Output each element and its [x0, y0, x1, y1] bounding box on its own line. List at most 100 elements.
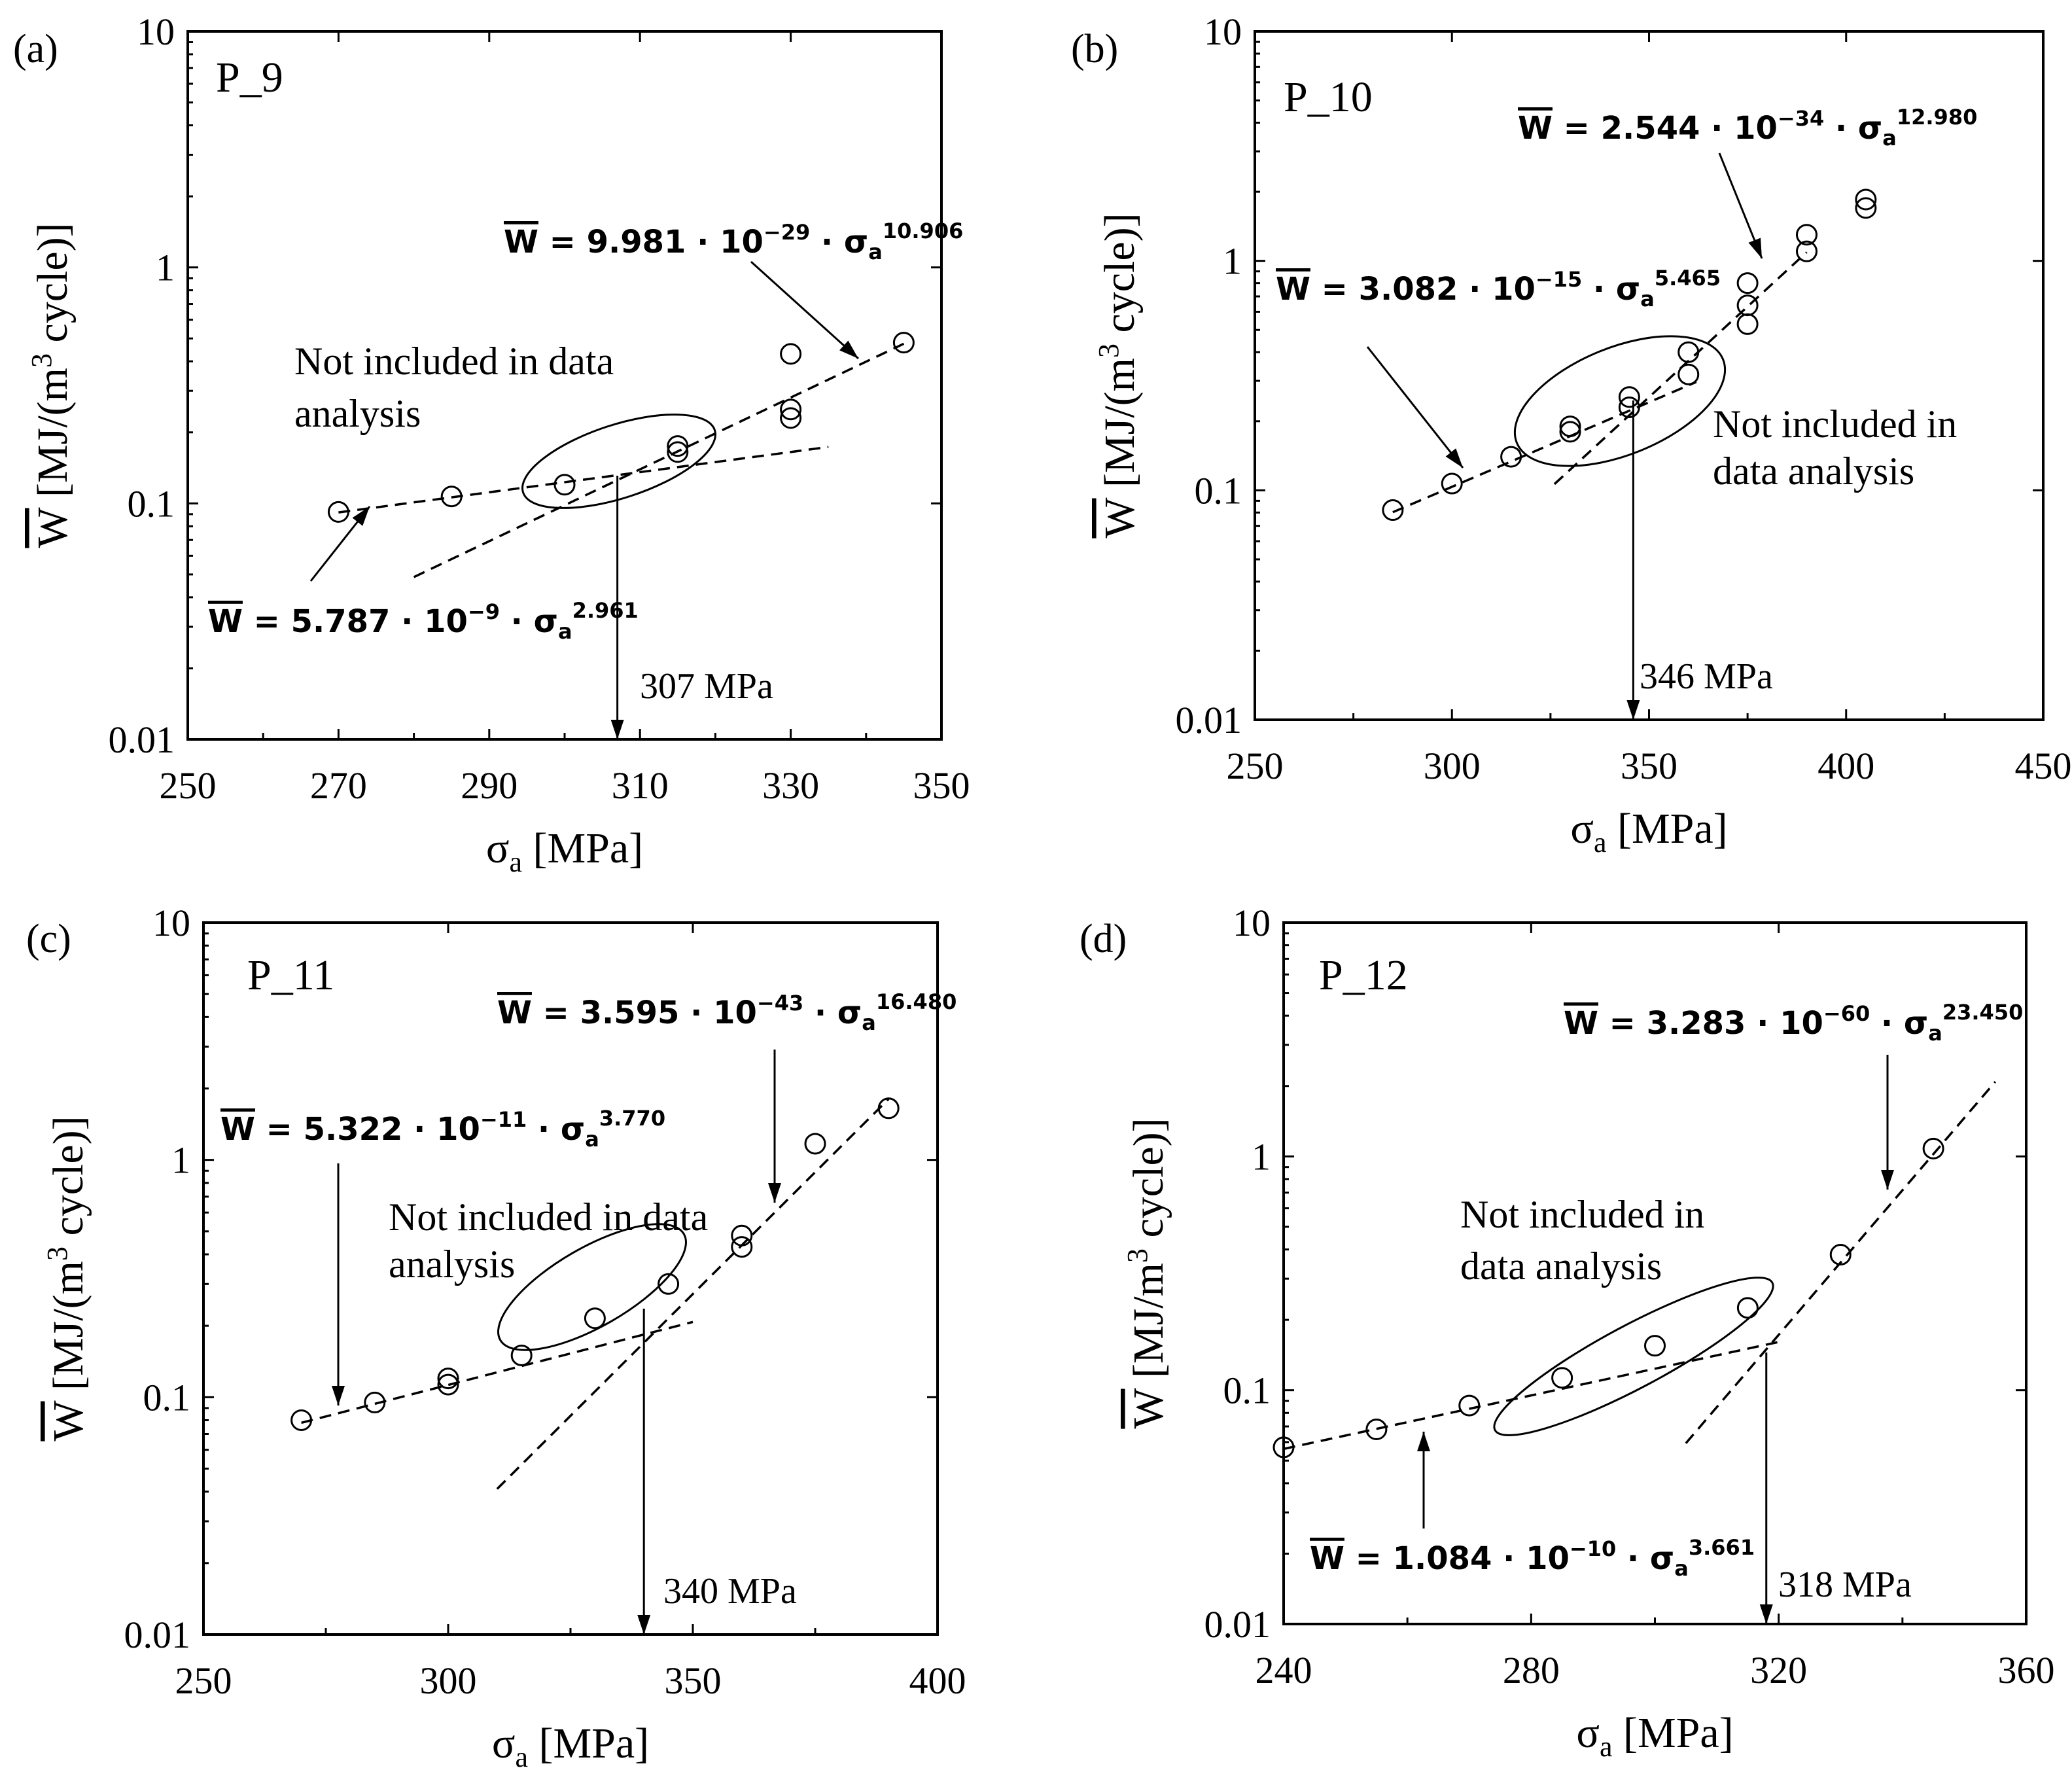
x-axis-unit: [MPa] — [528, 1720, 649, 1767]
excluded-note: analysis — [389, 1243, 515, 1286]
x-tick-label: 350 — [913, 764, 970, 807]
data-point — [440, 486, 463, 508]
y-axis-symbol: W — [44, 1400, 92, 1441]
data-point — [437, 1368, 459, 1390]
y-axis-unit-start: [MJ/m — [1125, 1263, 1172, 1389]
equation-pointer-arrow — [309, 506, 371, 582]
y-axis-unit-start: [MJ/(m — [44, 1261, 92, 1402]
data-point — [1458, 1394, 1481, 1417]
equation-exponent: 23.450 — [1942, 1000, 2023, 1025]
data-point — [780, 398, 802, 421]
specimen-label: P_10 — [1284, 73, 1373, 121]
x-axis-unit: [MPa] — [1606, 805, 1727, 853]
x-axis-symbol: σ — [492, 1720, 516, 1767]
data-point — [1551, 1367, 1573, 1389]
equation-symbol: W — [497, 995, 532, 1031]
y-axis-superscript: 3 — [26, 353, 58, 368]
equation-exponent: 10.906 — [883, 219, 963, 243]
equation-equals: = — [243, 603, 291, 640]
y-tick-label: 1 — [1252, 1135, 1271, 1178]
x-tick-label: 280 — [1503, 1649, 1560, 1691]
equation-sigma: σ — [1616, 271, 1640, 308]
equation-base: · 10 — [390, 603, 467, 640]
equation-base: · 10 — [1492, 1540, 1569, 1577]
equation-sigma-sub: a — [1674, 1556, 1689, 1581]
transition-label: 318 MPa — [1778, 1564, 1912, 1605]
y-axis-symbol: W — [1125, 1388, 1172, 1429]
y-axis-superscript: 3 — [1121, 1248, 1153, 1263]
y-axis-symbol: W — [29, 507, 77, 548]
y-axis-label: W [MJ/(m3 cycle)] — [41, 1116, 92, 1441]
equation-mantissa: 5.322 — [304, 1111, 403, 1148]
excluded-note: data analysis — [1713, 450, 1914, 493]
data-point — [510, 1344, 533, 1366]
y-tick-label: 0.01 — [109, 718, 175, 761]
x-tick-label: 240 — [1255, 1649, 1312, 1691]
x-axis-symbol: σ — [1570, 805, 1594, 853]
y-axis-unit-end: cycle)] — [29, 222, 77, 353]
equation-dot: · — [810, 224, 844, 260]
equation-pointer-arrow — [1366, 346, 1464, 468]
y-tick-label: 0.01 — [1176, 699, 1242, 741]
equation-pointer-arrow — [1417, 1432, 1430, 1529]
data-point — [1736, 294, 1759, 317]
transition-label: 346 MPa — [1640, 656, 1773, 697]
y-tick-label: 1 — [1223, 240, 1242, 283]
data-point — [1796, 224, 1817, 246]
fit-line-2 — [413, 342, 905, 578]
specimen-label: P_11 — [247, 951, 334, 999]
x-tick-label: 360 — [1998, 1649, 2055, 1691]
y-tick-label: 10 — [137, 10, 175, 53]
equation-pointer-arrow — [332, 1163, 345, 1405]
excluded-note: Not included in data — [294, 340, 614, 383]
panel-label: (d) — [1080, 917, 1127, 961]
equation-equals: = — [1598, 1005, 1647, 1042]
equation-sigma: σ — [561, 1111, 585, 1148]
panel-label: (a) — [13, 27, 58, 71]
equation-pointer-arrow — [1881, 1055, 1894, 1190]
equation-dot: · — [500, 603, 534, 640]
fit-line-1 — [1392, 381, 1697, 514]
data-point — [1644, 1335, 1666, 1357]
transition-arrow — [1759, 1352, 1773, 1624]
equation-exponent: 2.961 — [572, 598, 639, 623]
equation-sigma: σ — [534, 603, 558, 640]
equation-pointer-arrow — [768, 1050, 781, 1203]
fit-line-2 — [1685, 1081, 1997, 1444]
y-tick-label: 0.1 — [1223, 1370, 1271, 1412]
x-tick-label: 400 — [1817, 745, 1874, 787]
x-tick-label: 350 — [665, 1659, 722, 1702]
data-point — [1500, 446, 1522, 468]
excluded-note: data analysis — [1460, 1245, 1662, 1288]
data-point — [364, 1391, 386, 1413]
equation-power: −29 — [764, 220, 810, 245]
equation-base: · 10 — [1458, 271, 1535, 308]
data-point — [1559, 421, 1581, 443]
x-tick-label: 250 — [175, 1659, 232, 1702]
equation-sigma: σ — [1904, 1005, 1928, 1042]
y-axis-symbol: W — [1096, 497, 1144, 539]
data-point — [1273, 1436, 1295, 1458]
fit-line-2 — [496, 1098, 890, 1490]
x-tick-label: 290 — [461, 764, 518, 807]
equation-sigma: σ — [837, 995, 862, 1031]
equation-power: −60 — [1823, 1001, 1870, 1026]
equation-symbol: W — [1564, 1005, 1598, 1042]
equation-symbol: W — [1310, 1540, 1344, 1577]
equation-power: −10 — [1570, 1536, 1616, 1561]
data-point — [584, 1307, 606, 1330]
equation-mantissa: 3.283 — [1647, 1005, 1746, 1042]
x-axis-unit: [MPa] — [1612, 1709, 1733, 1757]
data-point — [667, 435, 689, 457]
equation-equals: = — [1344, 1540, 1393, 1577]
data-point — [1829, 1243, 1852, 1265]
equation-sigma-sub: a — [1882, 126, 1897, 150]
y-tick-label: 0.1 — [128, 482, 175, 525]
equation-sigma-sub: a — [1928, 1021, 1942, 1046]
y-tick-label: 0.1 — [1195, 469, 1242, 512]
x-tick-label: 450 — [2015, 745, 2072, 787]
equation-power: −34 — [1778, 106, 1824, 131]
x-axis-subscript: a — [1594, 826, 1607, 858]
